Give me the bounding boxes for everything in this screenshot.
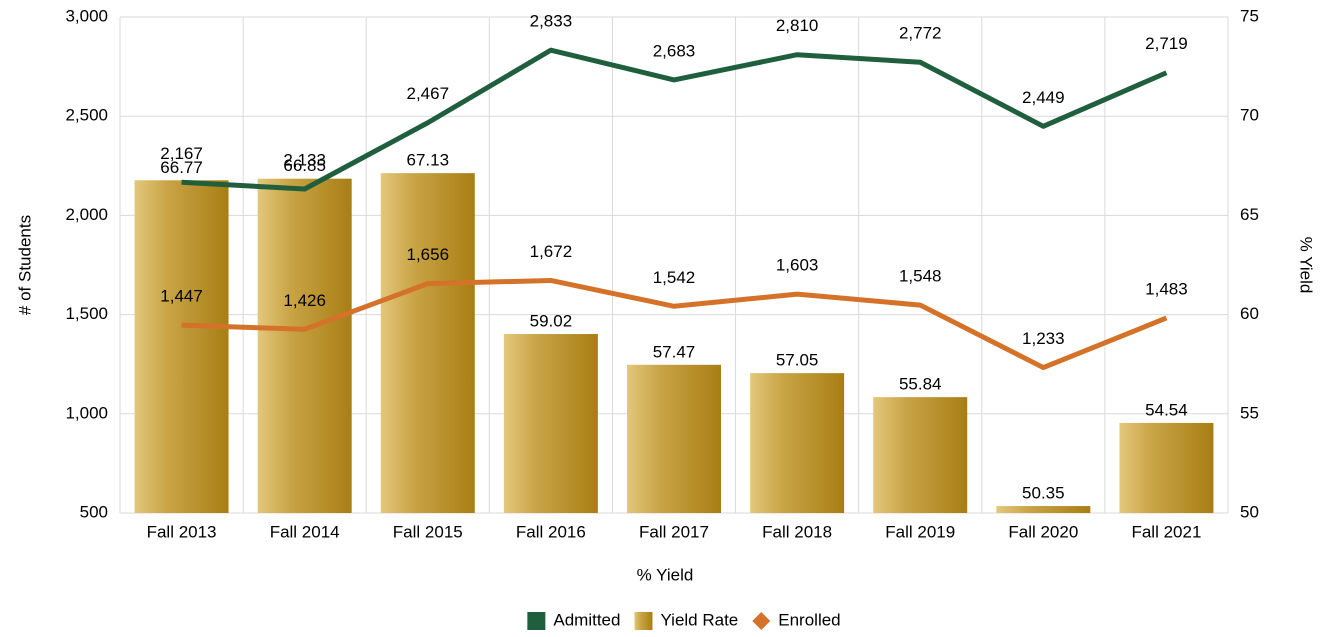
line-label: 1,542 (653, 268, 696, 287)
bar-label: 66.85 (283, 156, 326, 175)
x-tick-label: Fall 2020 (1008, 522, 1078, 541)
bar (257, 178, 352, 514)
line-label: 1,656 (407, 245, 450, 264)
legend-marker (752, 612, 771, 630)
line-label: 1,603 (776, 256, 819, 275)
y2-tick-label: 65 (1240, 205, 1259, 224)
bar-label: 66.77 (160, 158, 203, 177)
y2-tick-label: 50 (1240, 502, 1259, 521)
y2-axis-title: % Yield (1297, 237, 1316, 294)
x-tick-label: Fall 2014 (270, 522, 340, 541)
y-tick-label: 1,500 (65, 304, 108, 323)
bar (380, 173, 475, 513)
bar (873, 397, 968, 513)
bar (627, 364, 721, 513)
bar-label: 59.02 (530, 312, 573, 331)
line-label: 2,833 (530, 12, 573, 31)
x-tick-label: Fall 2019 (885, 522, 955, 541)
y2-tick-label: 70 (1240, 106, 1259, 125)
bar (1119, 422, 1214, 513)
x-tick-label: Fall 2021 (1131, 522, 1201, 541)
line-label: 2,467 (407, 84, 450, 103)
legend-label: Admitted (553, 610, 620, 629)
y-tick-label: 1,000 (65, 403, 108, 422)
legend-label: Enrolled (778, 610, 840, 629)
bar (750, 373, 845, 513)
legend-marker (634, 612, 653, 630)
bar (503, 334, 598, 513)
x-axis-title: % Yield (637, 565, 694, 584)
bar-label: 67.13 (407, 151, 450, 170)
x-tick-label: Fall 2016 (516, 522, 586, 541)
line-label: 2,449 (1022, 88, 1065, 107)
bar-label: 57.47 (653, 342, 696, 361)
bar (134, 180, 229, 513)
y-axis-title: # of Students (15, 215, 34, 315)
line-label: 2,719 (1145, 34, 1188, 53)
line-label: 1,548 (899, 267, 942, 286)
line-label: 1,447 (160, 287, 203, 306)
line-label: 1,672 (530, 242, 573, 261)
x-tick-label: Fall 2013 (147, 522, 217, 541)
x-tick-label: Fall 2018 (762, 522, 832, 541)
legend-label: Yield Rate (660, 610, 738, 629)
line-label: 1,483 (1145, 279, 1188, 298)
line (181, 47, 1168, 192)
bar-label: 57.05 (776, 351, 819, 370)
y2-tick-label: 55 (1240, 403, 1259, 422)
bar-label: 50.35 (1022, 484, 1065, 503)
line-label: 2,772 (899, 24, 942, 43)
line-label: 1,233 (1022, 329, 1065, 348)
y2-tick-label: 75 (1240, 6, 1259, 25)
line (181, 277, 1168, 371)
bar-label: 55.84 (899, 375, 942, 394)
y-tick-label: 500 (80, 502, 108, 521)
line-label: 2,167 (160, 144, 203, 163)
y-tick-label: 2,000 (65, 205, 108, 224)
bar (996, 506, 1091, 513)
line-label: 1,426 (283, 291, 326, 310)
line-label: 2,810 (776, 16, 819, 35)
line-label: 2,683 (653, 41, 696, 60)
y-tick-label: 3,000 (65, 6, 108, 25)
x-tick-label: Fall 2017 (639, 522, 709, 541)
bar-label: 54.54 (1145, 400, 1188, 419)
x-tick-label: Fall 2015 (393, 522, 463, 541)
y-tick-label: 2,500 (65, 106, 108, 125)
legend-marker (527, 612, 546, 630)
y2-tick-label: 60 (1240, 304, 1259, 323)
line-label: 2,133 (283, 150, 326, 169)
